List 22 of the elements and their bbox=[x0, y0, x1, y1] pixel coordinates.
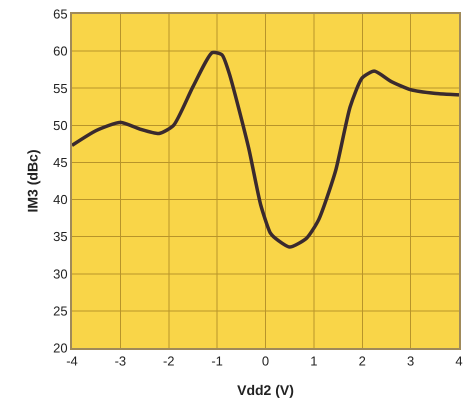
y-tick-label: 30 bbox=[53, 266, 68, 282]
y-tick-label: 40 bbox=[53, 192, 68, 208]
y-axis-title: IM3 (dBc) bbox=[24, 150, 40, 212]
x-tick-label: -4 bbox=[66, 353, 78, 368]
x-tick-label: 2 bbox=[358, 353, 366, 368]
y-tick-label: 25 bbox=[53, 303, 68, 318]
x-tick-label: 1 bbox=[310, 353, 318, 368]
y-tick-label: 55 bbox=[53, 80, 68, 96]
y-tick-label: 65 bbox=[53, 6, 68, 22]
line-series bbox=[72, 50, 459, 249]
x-tick-label: -2 bbox=[162, 353, 175, 368]
x-tick-label: 3 bbox=[407, 353, 414, 368]
x-axis-title: Vdd2 (V) bbox=[237, 382, 294, 398]
x-tick-label: -1 bbox=[211, 353, 223, 368]
y-tick-label: 50 bbox=[53, 118, 68, 133]
x-tick-label: 4 bbox=[455, 353, 463, 368]
x-tick-label: -3 bbox=[114, 353, 126, 368]
y-tick-label: 45 bbox=[53, 154, 68, 170]
x-tick-label: 0 bbox=[262, 353, 270, 368]
y-tick-label: 60 bbox=[53, 44, 68, 59]
y-tick-label: 20 bbox=[53, 340, 68, 356]
y-tick-label: 35 bbox=[53, 229, 68, 244]
